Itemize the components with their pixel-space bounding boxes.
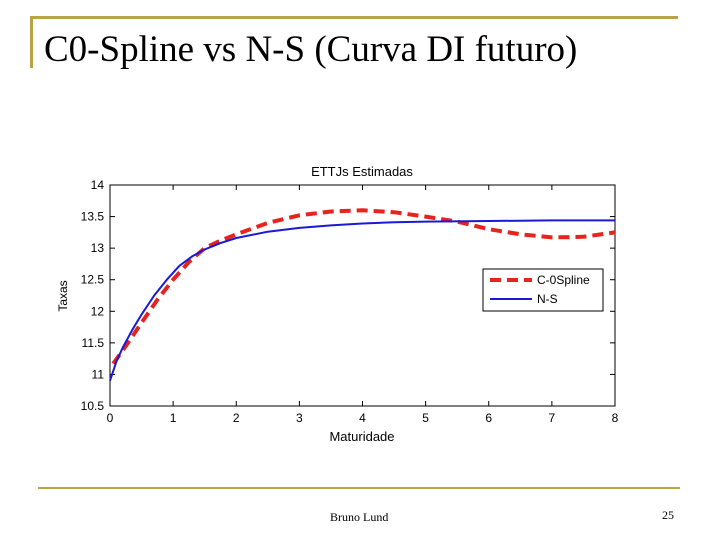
chart: ETTJs Estimadas 10.51111.51212.51313.514… <box>56 164 619 444</box>
series-lines <box>109 208 616 382</box>
title-left-rule <box>30 16 33 68</box>
y-tick-label: 13.5 <box>81 210 105 224</box>
x-tick-label: 7 <box>549 411 556 425</box>
x-tick-label: 4 <box>359 411 366 425</box>
title-top-rule <box>30 16 678 19</box>
y-axis-label: Taxas <box>56 280 70 311</box>
footer-author: Bruno Lund <box>330 510 389 524</box>
x-axis-ticks: 0 1 2 3 4 5 6 7 8 <box>107 185 619 425</box>
x-tick-label: 5 <box>422 411 429 425</box>
x-tick-label: 3 <box>296 411 303 425</box>
series-line-ns <box>109 219 615 382</box>
y-tick-label: 10.5 <box>81 399 105 413</box>
y-tick-label: 12 <box>91 304 105 318</box>
y-axis-ticks: 10.5 11 11.5 12 12.5 13 13.5 14 <box>81 178 615 413</box>
page-number: 25 <box>662 508 674 522</box>
x-tick-label: 6 <box>485 411 492 425</box>
y-tick-label: 12.5 <box>81 273 105 287</box>
x-tick-label: 8 <box>612 411 619 425</box>
x-tick-label: 1 <box>170 411 177 425</box>
legend-box <box>482 268 604 312</box>
legend-label-c0spline: C-0Spline <box>537 273 590 287</box>
x-axis-label: Maturidade <box>329 429 394 444</box>
series-line-c0spline <box>111 208 616 365</box>
x-tick-label: 0 <box>107 411 114 425</box>
slide-title: C0-Spline vs N-S (Curva DI futuro) <box>44 29 578 70</box>
footer-rule <box>38 487 680 489</box>
y-tick-label: 11.5 <box>82 336 105 350</box>
x-tick-label: 2 <box>233 411 240 425</box>
y-tick-label: 14 <box>91 178 105 192</box>
y-tick-label: 13 <box>91 241 105 255</box>
chart-title: ETTJs Estimadas <box>311 164 413 179</box>
y-tick-label: 11 <box>92 367 105 381</box>
legend: C-0Spline N-S <box>482 268 604 312</box>
legend-label-ns: N-S <box>537 292 558 306</box>
